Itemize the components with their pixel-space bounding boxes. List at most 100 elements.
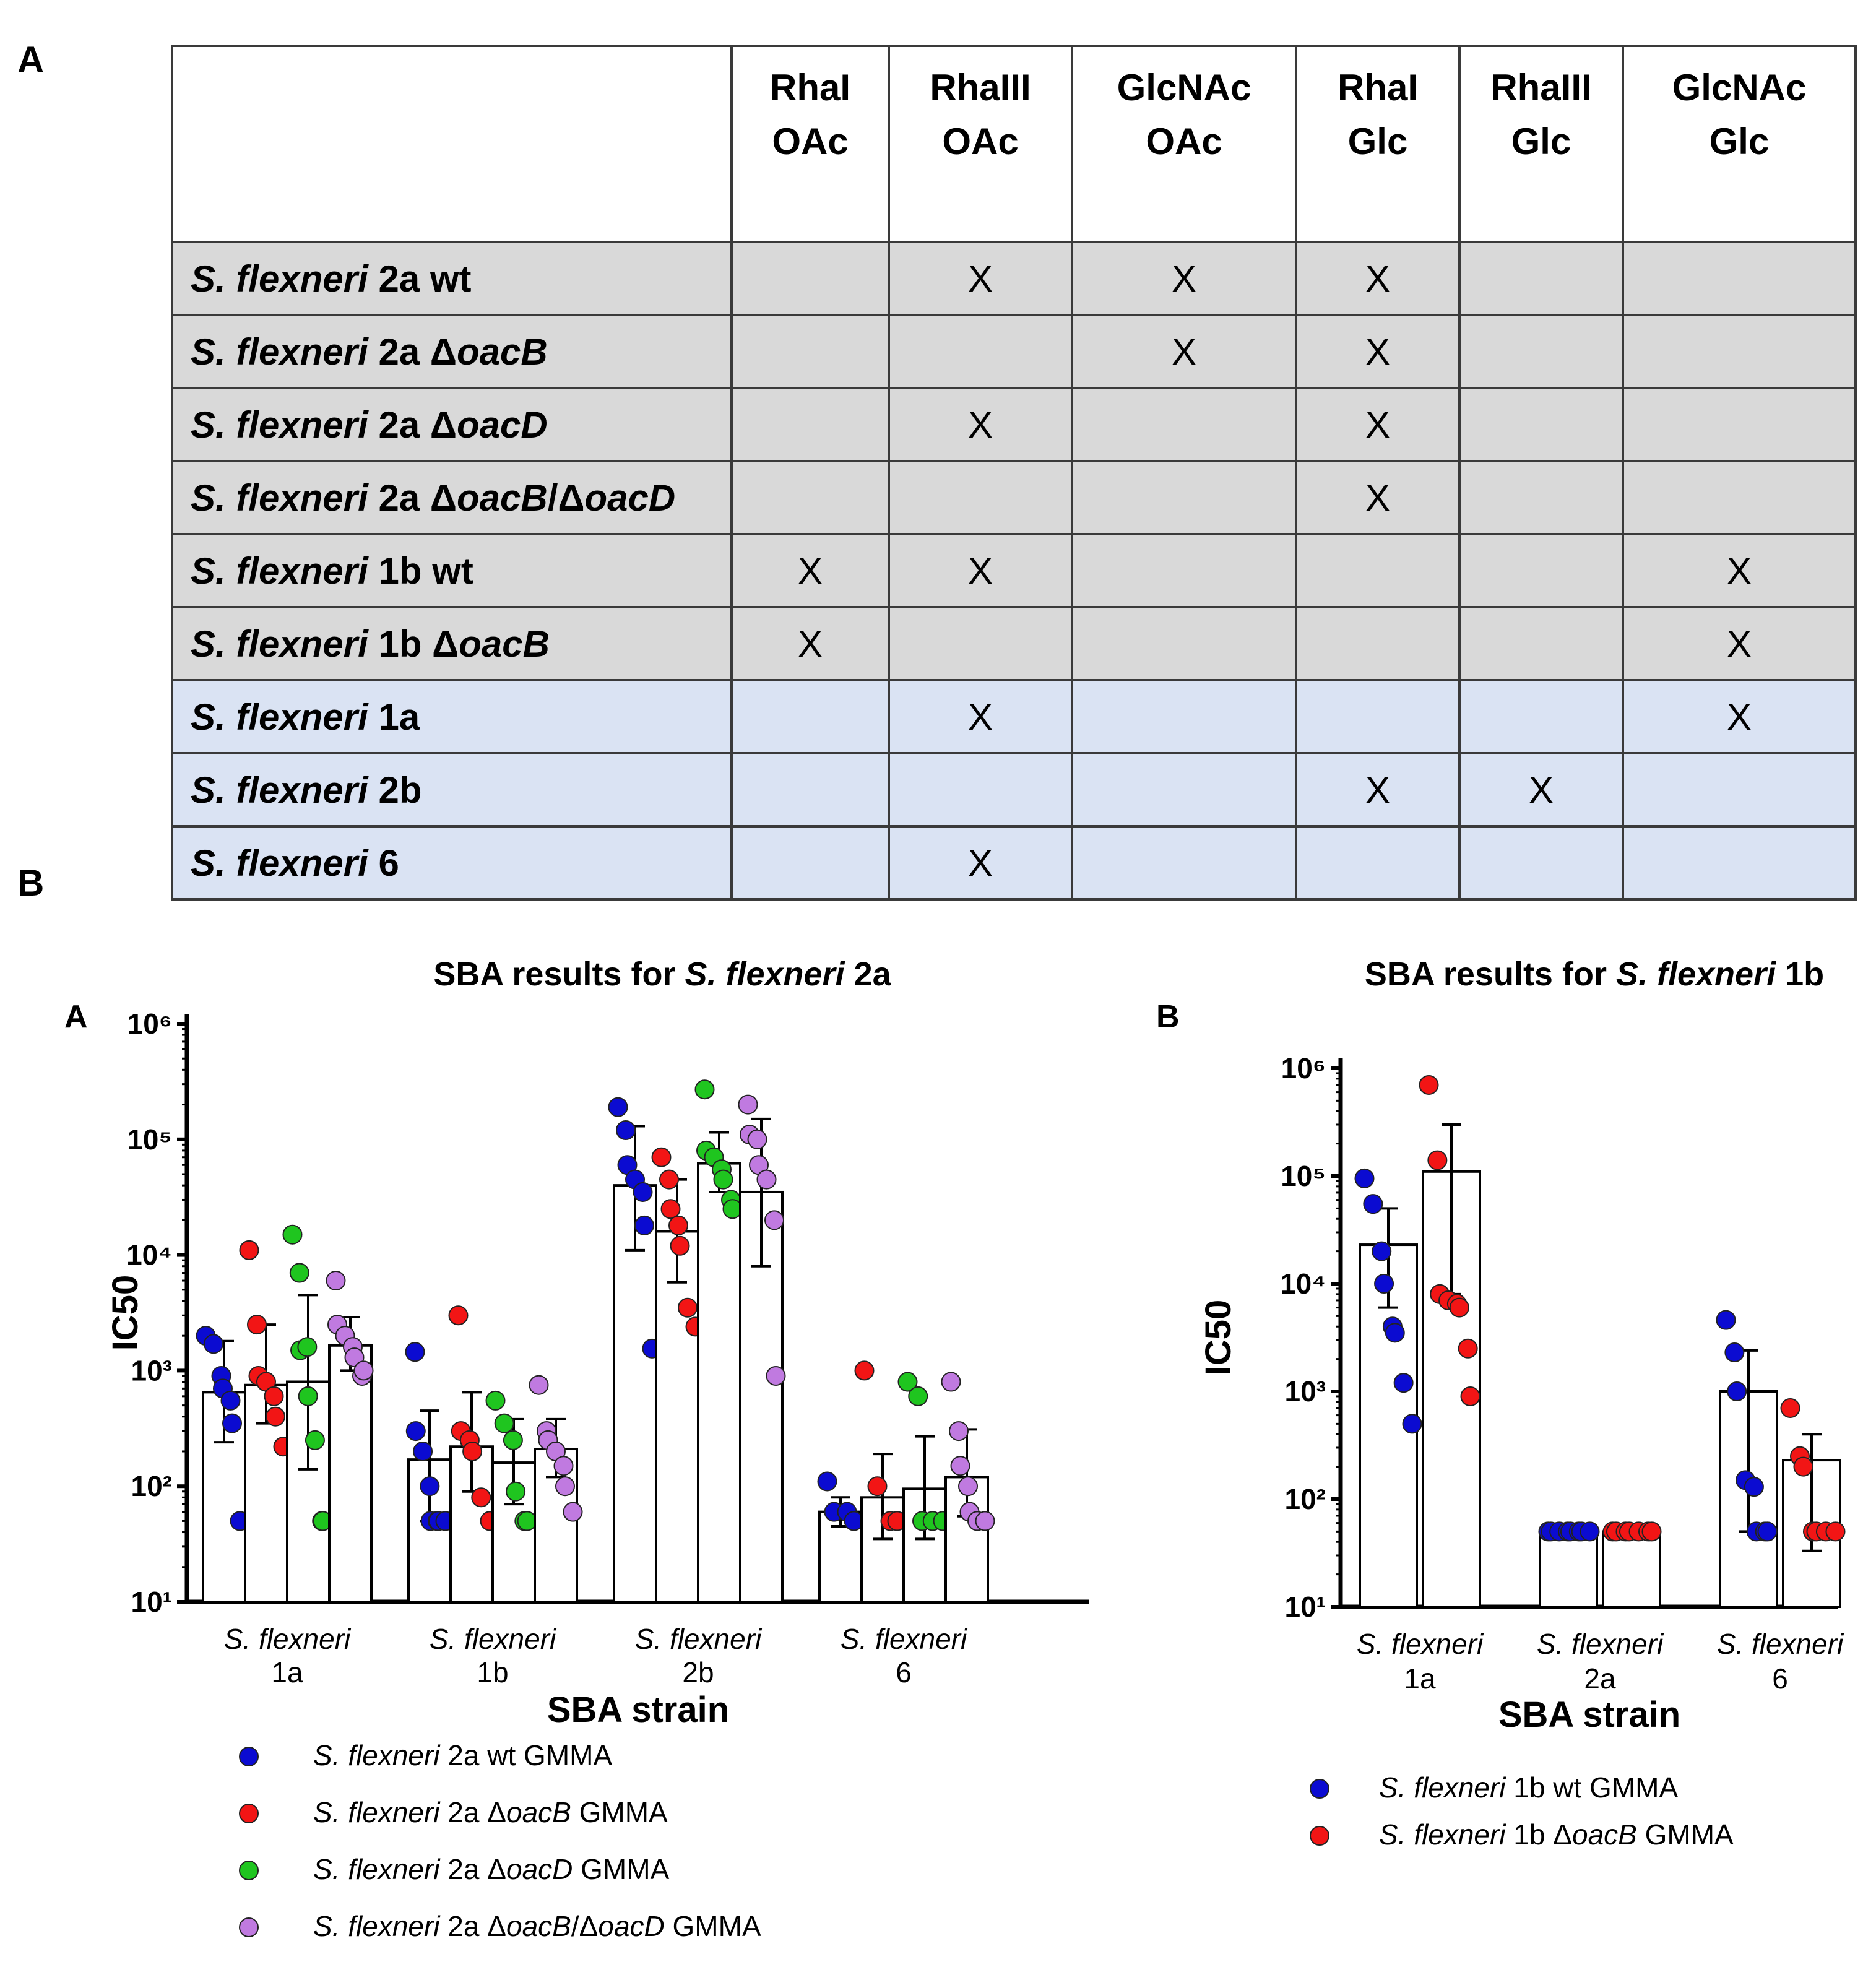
- data-point: [651, 1147, 672, 1167]
- marker-cell: X: [1071, 241, 1297, 316]
- data-point: [1727, 1381, 1747, 1401]
- data-point: [1402, 1414, 1422, 1434]
- panel-b-label: B: [1156, 999, 1180, 1035]
- oacetylation-table: RhaI OAc RhaIII OAc GlcNAc OAc RhaI Glc RhaIII Gl…: [171, 45, 1857, 901]
- data-point: [305, 1430, 325, 1450]
- data-point: [353, 1360, 374, 1381]
- legend-marker: [239, 1747, 259, 1766]
- marker-cell: [1458, 606, 1624, 681]
- marker-cell: [1071, 533, 1297, 608]
- marker-cell: X: [1295, 460, 1461, 535]
- marker-cell: X: [1622, 606, 1857, 681]
- panel-label-bottom: B: [17, 862, 45, 904]
- x-tick-label: S. flexneri: [1717, 1628, 1844, 1660]
- data-point: [420, 1476, 440, 1497]
- table-header-cell: RhaIII Glc: [1458, 45, 1624, 243]
- marker-cell: [1295, 679, 1461, 754]
- bar: [1602, 1530, 1661, 1608]
- marker-cell: X: [888, 825, 1073, 901]
- data-point: [668, 1215, 688, 1235]
- marker-cell: [1295, 606, 1461, 681]
- marker-cell: [1071, 679, 1297, 754]
- data-point: [670, 1235, 690, 1256]
- marker-cell: [1622, 460, 1857, 535]
- bar: [655, 1230, 699, 1603]
- x-tick-label: S. flexneri: [635, 1623, 763, 1655]
- marker-cell: [888, 314, 1073, 389]
- panel-a-label: A: [64, 999, 88, 1035]
- strain-name-cell: S. flexneri 2a ΔoacB: [171, 314, 733, 389]
- x-axis-label: SBA strain: [1498, 1695, 1680, 1735]
- marker-cell: X: [730, 533, 890, 608]
- table-row: S. flexneri 1a X X: [171, 679, 1857, 754]
- data-point: [555, 1476, 575, 1497]
- data-point: [298, 1386, 318, 1406]
- table-header-cell: RhaIII OAc: [888, 45, 1073, 243]
- marker-cell: X: [1622, 533, 1857, 608]
- data-point: [297, 1337, 318, 1357]
- data-point: [1427, 1150, 1448, 1170]
- data-point: [239, 1240, 259, 1260]
- data-point: [282, 1224, 303, 1245]
- data-point: [634, 1215, 654, 1235]
- panel-label-top: A: [17, 39, 45, 80]
- data-point: [264, 1386, 284, 1406]
- marker-cell: [1622, 241, 1857, 316]
- bar: [328, 1344, 373, 1603]
- marker-cell: [730, 241, 890, 316]
- y-tick-label: 10⁵: [127, 1123, 172, 1156]
- data-point: [247, 1315, 267, 1335]
- marker-cell: [1071, 387, 1297, 462]
- y-tick-label: 10⁴: [1280, 1268, 1326, 1300]
- marker-cell: [730, 752, 890, 828]
- marker-cell: [1458, 241, 1624, 316]
- marker-cell: [1458, 825, 1624, 901]
- bar: [1539, 1530, 1598, 1608]
- x-tick-label: 2b: [682, 1656, 714, 1688]
- data-point: [1354, 1168, 1375, 1188]
- data-point: [1724, 1342, 1745, 1363]
- marker-cell: [730, 679, 890, 754]
- data-point: [563, 1502, 583, 1522]
- y-axis-label: IC50: [1198, 1300, 1238, 1376]
- x-tick-label: S. flexneri: [224, 1623, 352, 1655]
- y-tick-label: 10⁶: [1281, 1052, 1326, 1084]
- table-header-cell: RhaI Glc: [1295, 45, 1461, 243]
- y-tick-label: 10⁴: [126, 1239, 172, 1271]
- marker-cell: [1622, 825, 1857, 901]
- data-point: [553, 1456, 574, 1476]
- data-point: [471, 1487, 491, 1508]
- y-tick-label: 10⁶: [128, 1008, 172, 1040]
- x-axis-label: SBA strain: [547, 1690, 729, 1730]
- marker-cell: [1071, 460, 1297, 535]
- strain-name-cell: S. flexneri 2a wt: [171, 241, 733, 316]
- data-point: [529, 1375, 549, 1395]
- data-point: [494, 1413, 514, 1433]
- data-point: [1449, 1297, 1469, 1318]
- data-point: [659, 1169, 679, 1190]
- strain-name-cell: S. flexneri 1b ΔoacB: [171, 606, 733, 681]
- data-point: [1641, 1521, 1662, 1542]
- table-header-cell: GlcNAc OAc: [1071, 45, 1297, 243]
- data-point: [448, 1305, 469, 1326]
- marker-cell: [1458, 533, 1624, 608]
- data-point: [854, 1360, 875, 1381]
- y-tick-label: 10²: [131, 1470, 172, 1502]
- strain-name-cell: S. flexneri 2a ΔoacD: [171, 387, 733, 462]
- x-tick-label: S. flexneri: [1357, 1628, 1484, 1660]
- data-point: [975, 1511, 995, 1531]
- data-point: [908, 1386, 928, 1406]
- strain-name-cell: S. flexneri 2b: [171, 752, 733, 828]
- chart-title: SBA results for S. flexneri 1b: [1365, 956, 1824, 993]
- y-tick-label: 10³: [1285, 1375, 1326, 1407]
- marker-cell: [1295, 533, 1461, 608]
- bar: [697, 1162, 741, 1603]
- data-point: [678, 1297, 698, 1318]
- data-point: [503, 1430, 523, 1450]
- data-point: [1716, 1310, 1736, 1330]
- marker-cell: [1458, 679, 1624, 754]
- x-tick-label: 6: [1772, 1662, 1788, 1695]
- data-point: [462, 1441, 483, 1461]
- marker-cell: [730, 825, 890, 901]
- data-point: [204, 1334, 223, 1354]
